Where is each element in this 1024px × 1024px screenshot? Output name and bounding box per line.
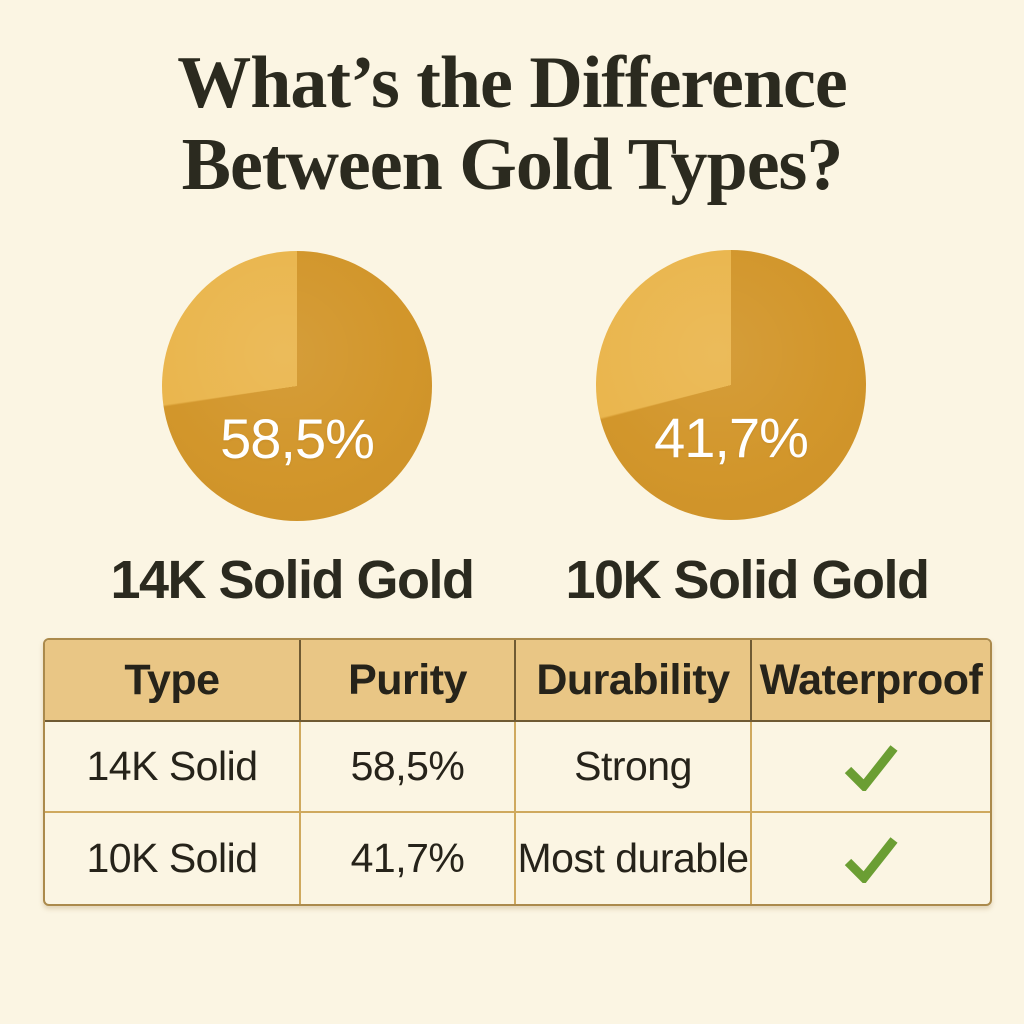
table-header-waterproof: Waterproof — [752, 640, 990, 722]
table-cell-10k-durability: Most durable — [516, 813, 752, 904]
pie-10k-caption: 10K Solid Gold — [565, 550, 930, 610]
check-icon — [843, 835, 899, 883]
check-icon — [843, 743, 899, 791]
page-title-line-2: Between Gold Types? — [181, 124, 844, 207]
page-title-line-1: What’s the Difference — [177, 42, 847, 124]
table-cell-14k-purity: 58,5% — [301, 722, 516, 813]
table-header-type: Type — [45, 640, 301, 722]
table-header-purity: Purity — [301, 640, 516, 722]
table-cell-10k-waterproof — [752, 813, 990, 904]
table-cell-14k-durability: Strong — [516, 722, 752, 813]
page-title: What’s the Difference Between Gold Types… — [0, 42, 1024, 206]
pie-chart-14k: 58,5% — [162, 251, 432, 521]
pie-chart-10k: 41,7% — [596, 250, 866, 520]
table-cell-14k-type: 14K Solid — [45, 722, 301, 813]
comparison-table: Type Purity Durability Waterproof 14K So… — [43, 638, 992, 906]
pie-14k-percentage-label: 58,5% — [220, 407, 375, 470]
table-cell-14k-waterproof — [752, 722, 990, 813]
table-cell-10k-purity: 41,7% — [301, 813, 516, 904]
pie-10k-percentage-label: 41,7% — [654, 406, 809, 469]
table-header-durability: Durability — [516, 640, 752, 722]
table-cell-10k-type: 10K Solid — [45, 813, 301, 904]
pie-14k-caption: 14K Solid Gold — [110, 550, 475, 610]
